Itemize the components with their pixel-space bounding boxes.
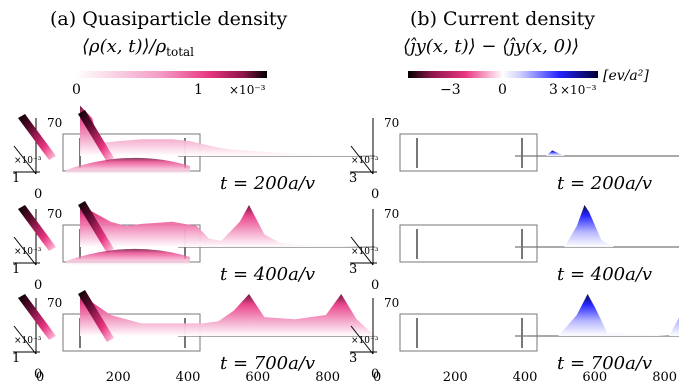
time-label: t = 200a/v: [220, 173, 315, 194]
y-tick-70: 70: [47, 296, 62, 310]
device-outline: [399, 313, 538, 352]
y-tick-70: 70: [47, 207, 62, 221]
depth-axis: [350, 145, 374, 175]
x-tick-0: 0: [36, 370, 44, 382]
depth-axis: [13, 236, 37, 266]
beam-right: [78, 110, 114, 162]
panel-b-colorbar-tick-2: 3: [549, 82, 558, 98]
depth-axis: [350, 236, 374, 266]
y-tick-0: 0: [34, 278, 42, 293]
panel-a-row-2: 70 ×10⁻³ 1 0 t = 700a/v 0 200 400 600 800: [12, 290, 376, 382]
x-tick-600: 600: [582, 370, 607, 382]
panel-b-row-0: 70 ×10⁻³ 30 t = 200a/v: [349, 116, 679, 202]
time-label: t = 700a/v: [557, 353, 652, 374]
series-area: [546, 150, 565, 156]
depth-axis: [13, 325, 37, 355]
panel-b-colorbar-tick-1: 0: [498, 82, 507, 98]
z-tick: 1: [12, 351, 20, 366]
z-tick: 3: [349, 262, 357, 277]
panel-a-formula-sub: total: [166, 45, 194, 59]
x-tick-200: 200: [443, 370, 468, 382]
device-outline: [399, 133, 538, 172]
beam-right: [78, 201, 114, 253]
z-exponent: ×10⁻³: [351, 156, 379, 166]
y-tick-70: 70: [384, 116, 399, 130]
panel-a-colorbar: [76, 71, 267, 78]
y-tick-70: 70: [384, 207, 399, 221]
series-area: [558, 294, 679, 336]
z-tick: 1: [12, 262, 20, 277]
time-label: t = 700a/v: [220, 353, 315, 374]
panel-a-colorbar-tick-0: 0: [72, 82, 81, 98]
y-tick-70: 70: [384, 296, 399, 310]
x-tick-400: 400: [176, 370, 201, 382]
x-tick-200: 200: [106, 370, 131, 382]
series-area: [80, 105, 375, 156]
z-exponent: ×10⁻³: [351, 336, 379, 346]
depth-axis: [350, 325, 374, 355]
z-exponent: ×10⁻³: [14, 247, 42, 257]
beam-right: [78, 290, 114, 342]
z-exponent: ×10⁻³: [351, 247, 379, 257]
y-tick-0: 0: [371, 367, 379, 382]
panel-b-colorbar-tick-0: −3: [440, 82, 461, 98]
y-tick-70: 70: [47, 116, 62, 130]
panel-b-title: (b) Current density: [410, 8, 595, 30]
panel-b-formula: ⟨ĵy(x, t)⟩ − ⟨ĵy(x, 0)⟩: [403, 36, 579, 57]
beam-left: [18, 294, 56, 340]
device-outline: [399, 224, 538, 263]
panel-a-colorbar-tick-1: 1: [194, 82, 203, 98]
panel-a-colorbar-exponent: ×10⁻³: [229, 83, 266, 97]
z-tick: 1: [12, 171, 20, 186]
lower-sheet: [66, 157, 190, 174]
y-tick-0: 0: [34, 187, 42, 202]
y-tick-0: 0: [371, 278, 379, 293]
y-tick-0: 0: [34, 367, 42, 382]
series-area: [564, 205, 614, 247]
x-tick-800: 800: [652, 370, 677, 382]
series-area: [80, 294, 375, 336]
panel-a-title: (a) Quasiparticle density: [50, 8, 288, 30]
x-tick-0: 0: [373, 370, 381, 382]
x-tick-400: 400: [513, 370, 538, 382]
time-label: t = 400a/v: [220, 264, 315, 285]
z-tick: 3: [349, 351, 357, 366]
z-exponent: ×10⁻³: [14, 156, 42, 166]
z-tick: 3: [349, 171, 357, 186]
panel-b-colorbar-exponent: ×10⁻³: [560, 83, 597, 97]
beam-left: [18, 114, 56, 160]
beam-left: [18, 205, 56, 251]
panel-a-formula: ⟨ρ(x, t)⟩/ρtotal: [82, 36, 194, 59]
panel-b-colorbar: [408, 71, 598, 78]
time-label: t = 200a/v: [557, 173, 652, 194]
z-exponent: ×10⁻³: [14, 336, 42, 346]
x-tick-800: 800: [315, 370, 340, 382]
series-area: [80, 205, 375, 247]
depth-axis: [13, 145, 37, 175]
x-tick-600: 600: [245, 370, 270, 382]
panel-b-colorbar-unit: [ev/a²]: [603, 68, 649, 84]
y-tick-0: 0: [371, 187, 379, 202]
panel-b-row-1: 70 ×10⁻³ 30 t = 400a/v: [349, 205, 679, 293]
time-label: t = 400a/v: [557, 264, 652, 285]
lower-sheet: [66, 248, 190, 265]
panel-a-formula-main: ⟨ρ(x, t)⟩/ρ: [82, 36, 167, 57]
